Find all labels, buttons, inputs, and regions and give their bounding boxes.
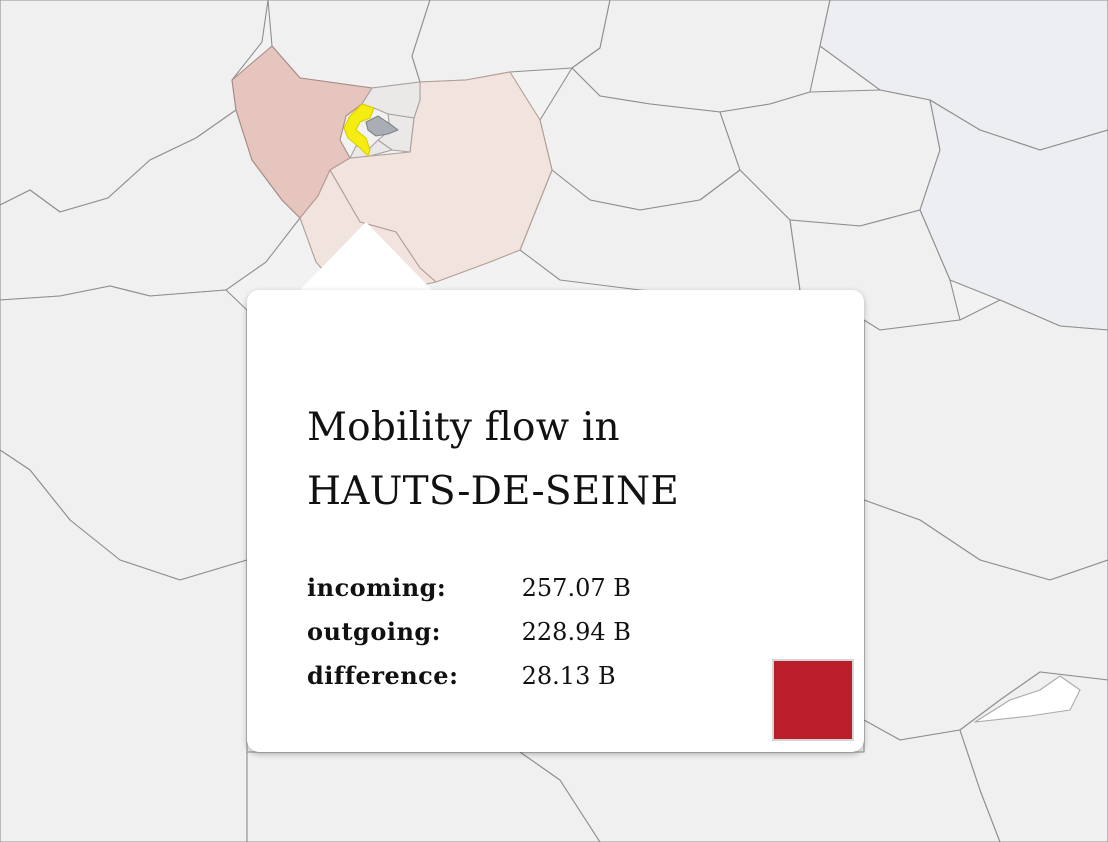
department-paris[interactable] (365, 115, 399, 137)
stat-value: 228.94 B (521, 618, 631, 646)
tooltip-title-department: HAUTS-DE-SEINE (307, 469, 680, 514)
department-selected-hauts-de-seine[interactable] (343, 103, 375, 157)
tooltip-title-line1: Mobility flow in (307, 405, 620, 450)
stat-value: 257.07 B (521, 574, 631, 602)
department-region[interactable] (571, 0, 831, 113)
tooltip-title: Mobility flow in HAUTS-DE-SEINE (307, 396, 827, 524)
department-region[interactable] (231, 45, 373, 219)
stat-value: 28.13 B (521, 662, 616, 690)
stat-label: difference: (307, 661, 459, 690)
department-tooltip: Mobility flow in HAUTS-DE-SEINE incoming… (247, 290, 864, 752)
department-region[interactable] (974, 675, 1081, 723)
stat-row-incoming: incoming: 257.07 B (307, 566, 631, 610)
stat-row-difference: difference: 28.13 B (307, 654, 631, 698)
flow-color-swatch (772, 659, 854, 741)
stat-label: outgoing: (307, 617, 442, 646)
department-region[interactable] (349, 139, 393, 159)
stat-row-outgoing: outgoing: 228.94 B (307, 610, 631, 654)
tooltip-pointer (298, 222, 434, 292)
department-region[interactable] (0, 449, 248, 842)
department-region[interactable] (361, 81, 421, 119)
flow-stats: incoming: 257.07 B outgoing: 228.94 B di… (307, 566, 631, 698)
stat-label: incoming: (307, 573, 447, 602)
